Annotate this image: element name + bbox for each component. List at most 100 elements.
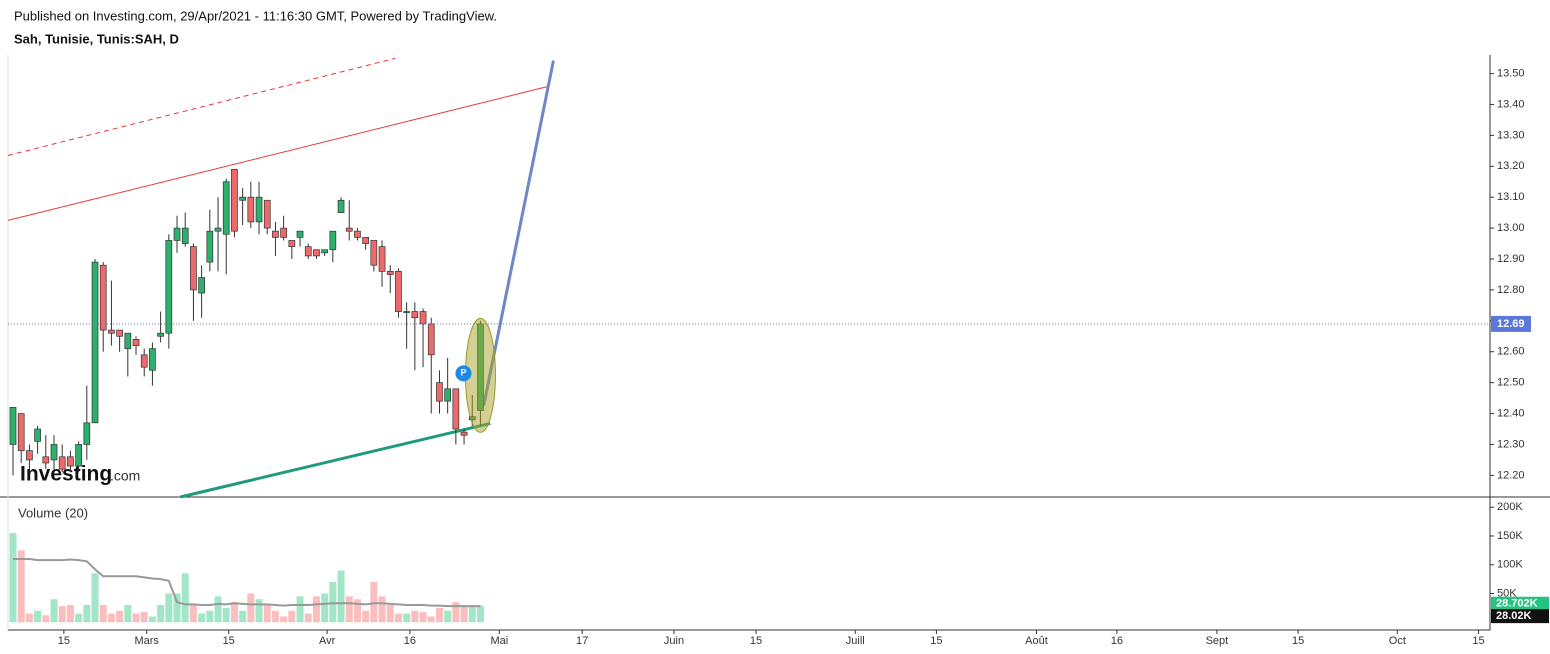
- candle-body: [280, 227, 287, 238]
- y-tick-label: 12.90: [1497, 253, 1525, 265]
- y-tick-label: 200K: [1497, 501, 1523, 513]
- candle-body: [444, 388, 452, 402]
- candle-body: [313, 249, 320, 257]
- volume-bar: [345, 596, 353, 623]
- x-tick-label: Juin: [664, 635, 684, 647]
- x-tick-label: Mai: [490, 635, 508, 647]
- candle-body: [255, 196, 263, 223]
- value-badge: [1491, 609, 1549, 624]
- candle-body: [345, 227, 353, 232]
- candle-body: [173, 227, 181, 241]
- x-tick-label: 17: [576, 635, 588, 647]
- candle-body: [427, 323, 435, 356]
- trend-line: [179, 421, 491, 499]
- volume-bar: [304, 613, 312, 623]
- volume-bar: [337, 570, 345, 623]
- value-badge-label: 28.02K: [1496, 610, 1532, 622]
- x-tick-label: 16: [1111, 635, 1123, 647]
- volume-bar: [394, 613, 402, 623]
- y-tick-label: 12.30: [1497, 438, 1525, 450]
- candle-body: [34, 428, 41, 442]
- volume-bar: [91, 573, 99, 623]
- y-tick-label: 12.60: [1497, 346, 1525, 358]
- candle-body: [214, 227, 222, 232]
- candle-body: [296, 230, 304, 238]
- marker-dot: [455, 365, 472, 382]
- volume-bar: [173, 593, 181, 623]
- candle-body: [9, 407, 17, 445]
- volume-bar: [58, 606, 66, 623]
- y-tick-label: 13.40: [1497, 98, 1525, 110]
- x-tick-label: 15: [223, 635, 235, 647]
- volume-bar: [362, 610, 370, 623]
- x-tick-label: 15: [1472, 635, 1484, 647]
- candle-body: [222, 181, 230, 235]
- x-tick-label: Oct: [1389, 635, 1406, 647]
- candle-body: [124, 332, 132, 349]
- candle-body: [91, 261, 99, 424]
- x-tick-label: Juill: [846, 635, 865, 647]
- candle-body: [42, 456, 50, 464]
- y-tick-label: 12.50: [1497, 377, 1525, 389]
- volume-bar: [140, 611, 148, 623]
- candle-body: [157, 332, 164, 337]
- volume-bar: [124, 604, 132, 623]
- candle-body: [198, 277, 205, 294]
- x-tick-label: 15: [58, 635, 70, 647]
- logo: Investing: [20, 463, 112, 486]
- y-tick-label: 150K: [1497, 530, 1523, 542]
- candle-body: [304, 246, 312, 257]
- volume-bar: [99, 604, 107, 623]
- volume-bar: [230, 602, 238, 623]
- volume-bar: [107, 613, 115, 623]
- volume-bar: [50, 599, 58, 623]
- volume-bar: [181, 573, 189, 623]
- volume-bar: [34, 610, 42, 623]
- x-tick-label: 16: [404, 635, 416, 647]
- last-price-badge: [1491, 315, 1531, 332]
- last-price-label: 12.69: [1497, 318, 1525, 330]
- volume-bar: [42, 615, 50, 623]
- volume-bar: [280, 616, 288, 623]
- candle-body: [403, 311, 410, 313]
- volume-bar: [370, 581, 378, 623]
- y-tick-label: 12.20: [1497, 469, 1525, 481]
- candle-body: [83, 422, 91, 445]
- volume-bar: [25, 613, 33, 623]
- volume-bar: [206, 610, 214, 623]
- volume-bar: [157, 604, 165, 623]
- x-tick-label: Avr: [319, 635, 336, 647]
- volume-bar: [271, 610, 279, 623]
- candle-body: [354, 230, 361, 238]
- candle-body: [411, 311, 419, 319]
- candle-body: [149, 348, 156, 371]
- candle-body: [239, 196, 246, 201]
- published-note: Published on Investing.com, 29/Apr/2021 …: [14, 8, 497, 23]
- candle-body: [67, 456, 74, 467]
- volume-bar: [83, 604, 91, 623]
- volume-bar: [255, 599, 263, 623]
- y-tick-label: 13.30: [1497, 129, 1525, 141]
- y-tick-label: 13.20: [1497, 160, 1525, 172]
- candle-body: [108, 329, 115, 334]
- volume-bar: [239, 610, 247, 623]
- logo-suffix: .com: [110, 468, 140, 484]
- x-tick-label: 15: [750, 635, 762, 647]
- volume-bar: [321, 593, 329, 623]
- volume-bar: [288, 610, 296, 623]
- candle-body: [75, 444, 82, 467]
- volume-bar: [329, 581, 337, 623]
- candle-body: [247, 196, 255, 223]
- candle-body: [231, 169, 238, 232]
- candle-body: [99, 264, 107, 331]
- volume-bar: [353, 599, 361, 623]
- candle-body: [116, 329, 123, 337]
- volume-bar: [116, 610, 124, 623]
- candle-body: [165, 240, 173, 334]
- volume-bar: [312, 596, 320, 623]
- symbol-title: Sah, Tunisie, Tunis:SAH, D: [14, 31, 179, 46]
- volume-bar: [222, 607, 230, 623]
- candle-body: [50, 444, 58, 461]
- candle-body: [329, 230, 337, 251]
